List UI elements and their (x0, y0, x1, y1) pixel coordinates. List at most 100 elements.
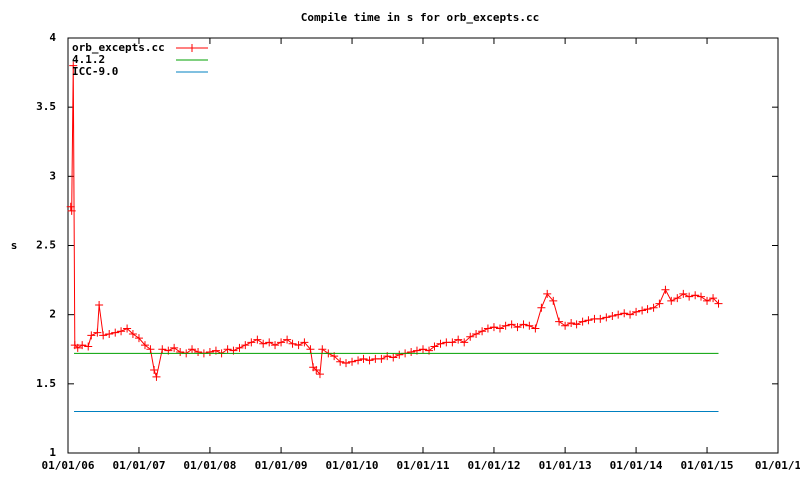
y-axis-label: s (11, 239, 18, 252)
y-tick-label: 1.5 (36, 377, 56, 390)
point-marker (95, 300, 104, 309)
point-marker (318, 345, 327, 354)
point-marker (73, 343, 82, 352)
x-tick-label: 01/01/12 (467, 459, 520, 472)
point-marker (128, 330, 137, 339)
point-marker (395, 350, 404, 359)
y-tick-label: 3 (49, 169, 56, 182)
point-marker (714, 299, 723, 308)
point-marker (448, 338, 457, 347)
point-marker (188, 345, 197, 354)
point-marker (602, 313, 611, 322)
point-marker (66, 202, 75, 211)
x-tick-label: 01/01/13 (539, 459, 592, 472)
legend-label: 4.1.2 (72, 53, 105, 66)
point-marker (205, 348, 214, 357)
point-marker (354, 356, 363, 365)
legend-swatch (188, 44, 196, 52)
point-marker (507, 320, 516, 329)
point-marker (312, 366, 321, 374)
point-marker (673, 294, 682, 303)
point-marker (460, 338, 469, 347)
point-marker (549, 296, 558, 305)
legend-label: orb_excepts.cc (72, 41, 165, 54)
point-marker (247, 338, 256, 347)
point-marker (241, 341, 250, 350)
point-marker (359, 354, 368, 363)
point-marker (253, 335, 262, 344)
plot-border (67, 37, 779, 454)
point-marker (649, 303, 658, 312)
point-marker (555, 317, 564, 326)
point-marker (578, 317, 587, 326)
point-marker (194, 348, 203, 357)
point-marker (685, 292, 694, 301)
point-marker (519, 320, 528, 329)
point-marker (84, 342, 93, 351)
point-marker (419, 345, 427, 354)
point-marker (614, 310, 623, 319)
point-marker (306, 345, 315, 354)
point-marker (283, 335, 292, 344)
legend-label: ICC-9.0 (72, 65, 118, 78)
point-marker (483, 324, 492, 333)
point-marker (489, 323, 498, 332)
point-marker (170, 343, 179, 352)
point-marker (436, 339, 445, 348)
point-marker (608, 312, 617, 321)
point-marker (620, 309, 629, 318)
point-marker (709, 294, 718, 303)
point-marker (454, 335, 463, 344)
point-marker (277, 338, 286, 347)
point-marker (271, 341, 280, 350)
point-marker (288, 339, 297, 348)
point-marker (430, 342, 439, 351)
point-marker (543, 289, 552, 298)
point-marker (342, 359, 351, 368)
point-marker (365, 356, 374, 365)
point-marker (703, 296, 712, 305)
point-marker (643, 305, 652, 314)
point-marker (667, 296, 676, 305)
point-marker (626, 310, 635, 319)
point-marker (87, 331, 96, 340)
point-marker (407, 348, 416, 357)
x-tick-label: 01/01/15 (681, 459, 734, 472)
point-marker (632, 307, 641, 316)
point-marker (93, 328, 102, 337)
point-marker (294, 341, 303, 350)
point-marker (176, 348, 185, 357)
point-marker (235, 343, 244, 352)
y-tick-label: 3.5 (36, 100, 56, 113)
point-marker (596, 314, 605, 323)
y-tick-label: 2 (49, 308, 56, 321)
point-marker (158, 345, 167, 354)
x-tick-label: 01/01/1 (755, 459, 800, 472)
point-marker (661, 285, 670, 294)
point-marker (78, 341, 87, 350)
y-tick-label: 1 (49, 446, 56, 459)
point-marker (300, 338, 309, 347)
point-marker (584, 316, 593, 325)
point-marker (495, 324, 504, 333)
point-marker (697, 292, 706, 301)
x-tick-label: 01/01/10 (326, 459, 379, 472)
x-tick-label: 01/01/09 (255, 459, 308, 472)
point-marker (152, 372, 161, 381)
point-marker (638, 306, 647, 315)
x-tick-label: 01/01/14 (610, 459, 663, 472)
series-line (70, 65, 719, 379)
point-marker (679, 289, 688, 298)
x-tick-label: 01/01/07 (112, 459, 165, 472)
point-marker (472, 330, 481, 339)
x-tick-label: 01/01/11 (397, 459, 450, 472)
chart-title: Compile time in s for orb_excepts.cc (301, 11, 539, 24)
point-marker (336, 357, 345, 366)
point-marker (265, 338, 274, 347)
point-marker (223, 345, 232, 354)
point-marker (315, 370, 324, 379)
point-marker (150, 366, 159, 374)
x-tick-label: 01/01/08 (183, 459, 236, 472)
point-marker (348, 357, 357, 366)
